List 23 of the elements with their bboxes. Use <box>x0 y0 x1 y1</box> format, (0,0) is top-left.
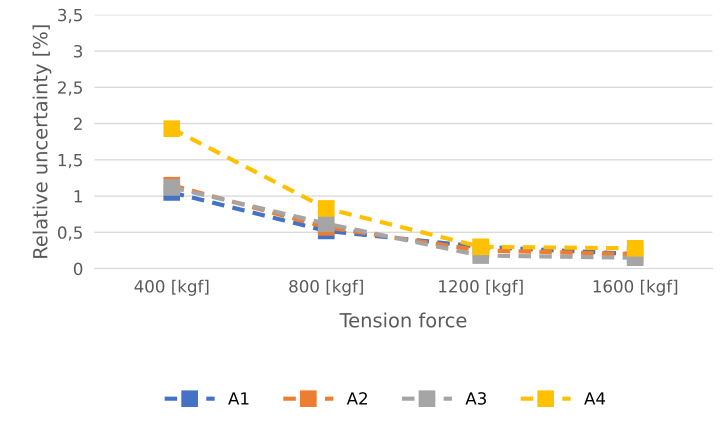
point <box>626 240 644 257</box>
point <box>318 215 335 232</box>
legend-label: A1 <box>228 392 248 405</box>
legend-label: A3 <box>465 392 486 405</box>
x-axis-title: Tension force <box>340 312 466 328</box>
point <box>163 179 180 196</box>
legend-label: A4 <box>584 392 606 405</box>
y-tick-label: 0,5 <box>58 226 82 241</box>
y-tick-label: 3,5 <box>58 8 82 24</box>
y-tick-label: 2,5 <box>58 81 82 96</box>
y-tick-label: 0 <box>74 262 82 276</box>
y-axis-title: Relative uncertainty [%] <box>32 25 52 258</box>
x-tick-label: 400 [kgf] <box>134 280 208 296</box>
y-tick-label: 3 <box>74 45 82 58</box>
y-tick-label: 1,5 <box>58 154 82 168</box>
x-tick-label: 1600 [kgf] <box>594 280 678 296</box>
point <box>163 120 180 137</box>
point <box>318 200 335 217</box>
x-tick-label: 800 [kgf] <box>289 280 363 296</box>
y-tick-label: 2 <box>74 118 82 130</box>
y-tick-label: 1 <box>74 190 82 202</box>
x-tick-label: 1200 [kgf] <box>439 280 523 296</box>
legend-label: A2 <box>346 392 367 405</box>
